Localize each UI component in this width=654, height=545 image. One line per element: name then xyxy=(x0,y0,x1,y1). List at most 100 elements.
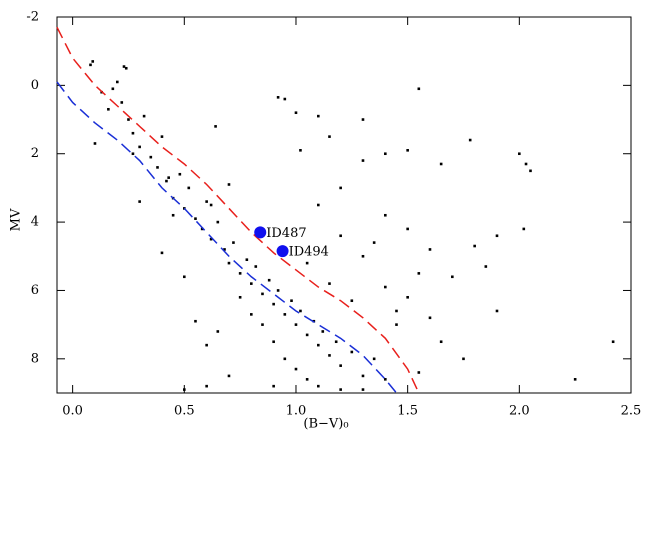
star-point xyxy=(238,295,242,299)
isochrone-line xyxy=(56,26,420,394)
x-tick-label: 2.5 xyxy=(621,404,642,419)
star-point xyxy=(131,131,135,135)
y-tick-label: 2 xyxy=(31,146,39,161)
star-point xyxy=(439,340,443,344)
star-point xyxy=(183,388,186,391)
star-point xyxy=(417,87,421,91)
star-point xyxy=(317,114,320,118)
star-point xyxy=(216,330,220,333)
star-point xyxy=(468,138,472,142)
star-point xyxy=(124,66,128,70)
star-point xyxy=(227,183,231,186)
star-point xyxy=(328,354,331,357)
star-point xyxy=(209,203,213,207)
star-point xyxy=(428,248,432,251)
y-tick-label: -2 xyxy=(26,10,39,25)
star-label: ID487 xyxy=(266,226,306,241)
star-point xyxy=(200,227,204,231)
star-point xyxy=(261,292,264,296)
star-point xyxy=(187,186,191,190)
star-point xyxy=(93,142,97,145)
star-point xyxy=(417,272,421,275)
star-point xyxy=(395,309,398,313)
star-point xyxy=(120,101,124,104)
star-point xyxy=(305,333,309,337)
star-point xyxy=(299,309,302,313)
star-point xyxy=(250,282,253,285)
star-point xyxy=(361,388,365,391)
star-point xyxy=(272,384,275,388)
star-point xyxy=(165,179,168,183)
star-point xyxy=(361,118,365,121)
star-point xyxy=(138,200,141,203)
star-point xyxy=(178,172,182,176)
star-point xyxy=(232,241,235,244)
star-point xyxy=(294,323,298,326)
star-point xyxy=(160,135,164,138)
x-tick-label: 0.5 xyxy=(174,404,195,419)
star-point xyxy=(439,162,443,166)
highlight-star xyxy=(254,226,267,239)
y-tick-label: 0 xyxy=(31,78,39,93)
star-point xyxy=(451,275,454,279)
star-point xyxy=(89,63,92,67)
star-point xyxy=(267,278,271,282)
y-axis-label: MV xyxy=(9,208,24,231)
star-point xyxy=(272,302,275,306)
star-point xyxy=(339,234,342,238)
star-point xyxy=(495,234,499,238)
star-point xyxy=(417,371,421,374)
star-point xyxy=(305,261,309,265)
star-point xyxy=(484,265,488,268)
x-tick-label: 1.5 xyxy=(397,404,418,419)
star-point xyxy=(339,186,342,190)
star-point xyxy=(350,299,354,303)
star-point xyxy=(245,258,249,261)
star-point xyxy=(495,309,499,313)
star-point xyxy=(276,96,280,99)
star-point xyxy=(122,65,126,68)
star-point xyxy=(91,60,95,63)
star-point xyxy=(127,118,130,121)
star-point xyxy=(216,220,220,224)
star-point xyxy=(254,265,258,268)
star-point xyxy=(283,313,287,316)
star-point xyxy=(107,107,110,111)
y-tick-label: 8 xyxy=(31,351,39,366)
star-point xyxy=(317,384,320,388)
star-point xyxy=(462,357,465,361)
star-point xyxy=(317,343,320,347)
star-point xyxy=(328,135,331,138)
star-point xyxy=(238,272,242,275)
star-point xyxy=(384,378,387,381)
star-point xyxy=(350,350,354,354)
star-point xyxy=(261,323,264,326)
star-point xyxy=(317,203,320,207)
star-point xyxy=(227,374,231,378)
star-point xyxy=(227,261,231,265)
star-point xyxy=(183,275,186,279)
star-point xyxy=(149,155,153,159)
star-point xyxy=(395,323,398,326)
star-point xyxy=(428,316,432,320)
star-point xyxy=(473,244,476,248)
star-point xyxy=(611,340,615,344)
star-point xyxy=(334,340,338,344)
star-point xyxy=(361,159,365,162)
star-point xyxy=(116,80,119,84)
star-point xyxy=(384,285,387,289)
plot-frame xyxy=(56,16,632,394)
star-point xyxy=(283,357,287,361)
star-point xyxy=(156,166,159,169)
star-point xyxy=(290,299,293,303)
star-point xyxy=(524,162,528,166)
star-point xyxy=(573,378,577,381)
star-point xyxy=(223,248,226,251)
x-tick-label: 2.0 xyxy=(509,404,530,419)
star-point xyxy=(522,227,526,231)
star-point xyxy=(205,384,208,388)
x-tick-label: 0.0 xyxy=(62,404,83,419)
star-point xyxy=(111,87,115,91)
star-point xyxy=(529,169,532,173)
star-point xyxy=(167,176,170,179)
